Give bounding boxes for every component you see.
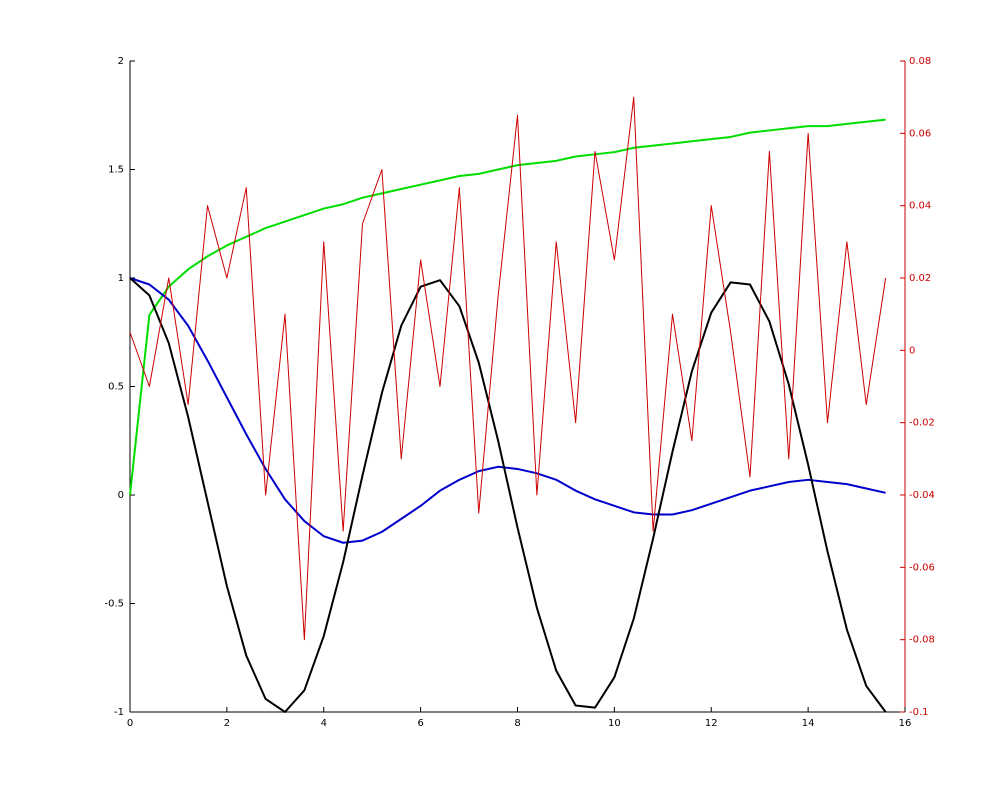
y2-tick-label: -0.06 [909,562,935,573]
y-tick-label: 1.5 [108,165,124,176]
y-tick-label: 0 [118,490,124,501]
x-tick-label: 2 [224,718,230,729]
y-tick-label: 2 [118,56,124,67]
series-line [129,118,886,496]
y2-tick-label: 0.04 [909,201,931,212]
x-tick-label: 4 [321,718,327,729]
y-tick-label: 0.5 [108,382,124,393]
y2-tick-label: 0.06 [909,128,931,139]
series-line [129,277,887,713]
y-tick-label: 1 [118,273,124,284]
x-tick-label: 16 [899,718,912,729]
y2-tick-label: -0.08 [909,635,935,646]
y2-tick-label: 0.02 [909,273,931,284]
series-line [129,96,887,641]
x-tick-label: 8 [514,718,520,729]
x-tick-label: 6 [417,718,423,729]
x-tick-label: 10 [608,718,621,729]
y2-tick-label: -0.02 [909,418,935,429]
x-tick-label: 12 [705,718,718,729]
y2-tick-label: -0.04 [909,490,935,501]
y2-tick-label: 0.08 [909,56,931,67]
x-tick-label: 0 [127,718,133,729]
y-tick-label: -0.5 [104,599,124,610]
x-tick-label: 14 [802,718,815,729]
series-line [129,277,886,544]
y2-tick-label: -0.1 [909,707,929,718]
y-tick-label: -1 [114,707,124,718]
y2-tick-label: 0 [909,345,915,356]
